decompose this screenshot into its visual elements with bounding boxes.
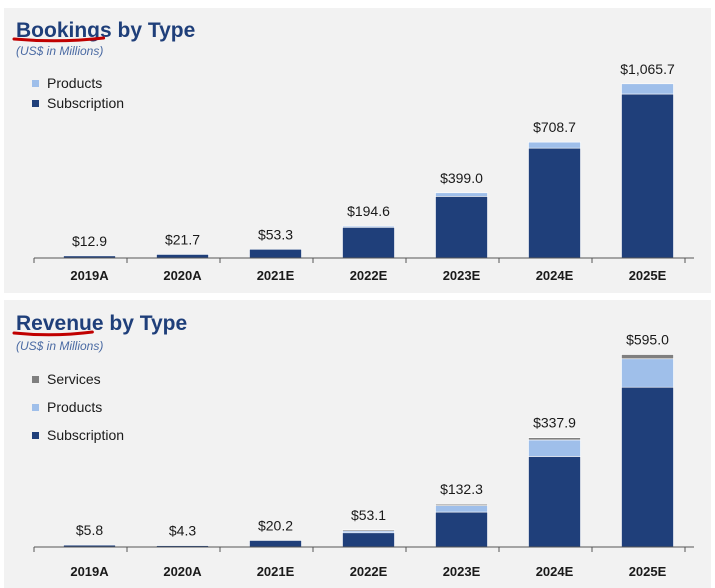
x-tick-label-2023E: 2023E [443, 564, 481, 579]
x-tick-label-2021E: 2021E [257, 564, 295, 579]
bar-products-2025E [621, 83, 674, 95]
total-label-2022E: $53.1 [351, 507, 386, 523]
chart-title-emphasis: Bookings [16, 19, 112, 42]
revenue-chart: Revenue by Type(US$ in Millions)Services… [12, 312, 694, 579]
bar-products-2022E [342, 225, 395, 228]
bar-subscription-2022E [342, 226, 395, 259]
bookings-chart-panel: Bookings by Type (US$ in Millions) Product… [4, 8, 711, 293]
legend-label-products: Products [47, 75, 102, 91]
bookings-chart: Bookings by Type (US$ in Millions) Product… [12, 19, 694, 283]
legend-swatch-subscription [32, 432, 39, 439]
bar-subscription-2025E [621, 386, 674, 548]
legend-swatch-services [32, 376, 39, 383]
bar-subscription-2023E [435, 196, 488, 259]
bar-services-2025E [621, 354, 674, 360]
legend-label-services: Services [47, 371, 101, 387]
x-tick-label-2020A: 2020A [163, 564, 202, 579]
bar-products-2023E [435, 192, 488, 197]
legend-swatch-products [32, 404, 39, 411]
chart-subtitle: (US$ in Millions) [16, 339, 103, 353]
chart-title-emphasis: Revenue [16, 312, 104, 335]
bar-products-2025E [621, 358, 674, 388]
bar-subscription-2020A [156, 254, 209, 259]
legend-swatch-subscription [32, 100, 39, 107]
legend-swatch-products [32, 80, 39, 87]
total-label-2024E: $708.7 [533, 119, 576, 135]
legend-label-subscription: Subscription [47, 95, 124, 111]
total-label-2024E: $337.9 [533, 415, 576, 431]
title-underline [12, 36, 106, 43]
legend-label-products: Products [47, 399, 102, 415]
legend-label-subscription: Subscription [47, 427, 124, 443]
total-label-2021E: $53.3 [258, 226, 293, 242]
bar-services-2024E [528, 437, 581, 441]
x-tick-label-2022E: 2022E [350, 564, 388, 579]
total-label-2019A: $12.9 [72, 233, 107, 249]
chart-title-rest: by Type [112, 19, 196, 42]
total-label-2023E: $132.3 [440, 481, 483, 497]
bar-subscription-2021E [249, 540, 302, 548]
x-tick-label-2023E: 2023E [443, 268, 481, 283]
total-label-2023E: $399.0 [440, 170, 483, 186]
bar-subscription-2025E [621, 93, 674, 259]
bar-subscription-2021E [249, 248, 302, 259]
bar-subscription-2022E [342, 532, 395, 548]
bar-products-2024E [528, 141, 581, 149]
x-tick-label-2019A: 2019A [70, 268, 109, 283]
total-label-2025E: $595.0 [626, 332, 669, 348]
bar-subscription-2023E [435, 511, 488, 548]
title-underline [12, 330, 94, 337]
total-label-2025E: $1,065.7 [620, 61, 675, 77]
bar-subscription-2024E [528, 147, 581, 259]
x-tick-label-2024E: 2024E [536, 564, 574, 579]
x-tick-label-2019A: 2019A [70, 564, 109, 579]
total-label-2020A: $21.7 [165, 231, 200, 247]
chart-title-rest: by Type [104, 312, 188, 335]
total-label-2020A: $4.3 [169, 523, 196, 539]
x-tick-label-2021E: 2021E [257, 268, 295, 283]
chart-title: Revenue by Type [16, 312, 187, 335]
total-label-2021E: $20.2 [258, 517, 293, 533]
bar-services-2023E [435, 503, 488, 506]
total-label-2022E: $194.6 [347, 203, 390, 219]
x-tick-label-2025E: 2025E [629, 268, 667, 283]
x-tick-label-2024E: 2024E [536, 268, 574, 283]
bar-services-2022E [342, 529, 395, 532]
bar-subscription-2024E [528, 456, 581, 548]
bar-products-2024E [528, 439, 581, 457]
chart-subtitle: (US$ in Millions) [16, 44, 103, 58]
x-tick-label-2020A: 2020A [163, 268, 202, 283]
x-tick-label-2025E: 2025E [629, 564, 667, 579]
revenue-chart-panel: Revenue by Type (US$ in Millions) Services… [4, 300, 711, 588]
total-label-2019A: $5.8 [76, 522, 103, 538]
bar-products-2023E [435, 505, 488, 513]
chart-title: Bookings by Type [16, 19, 195, 42]
x-tick-label-2022E: 2022E [350, 268, 388, 283]
